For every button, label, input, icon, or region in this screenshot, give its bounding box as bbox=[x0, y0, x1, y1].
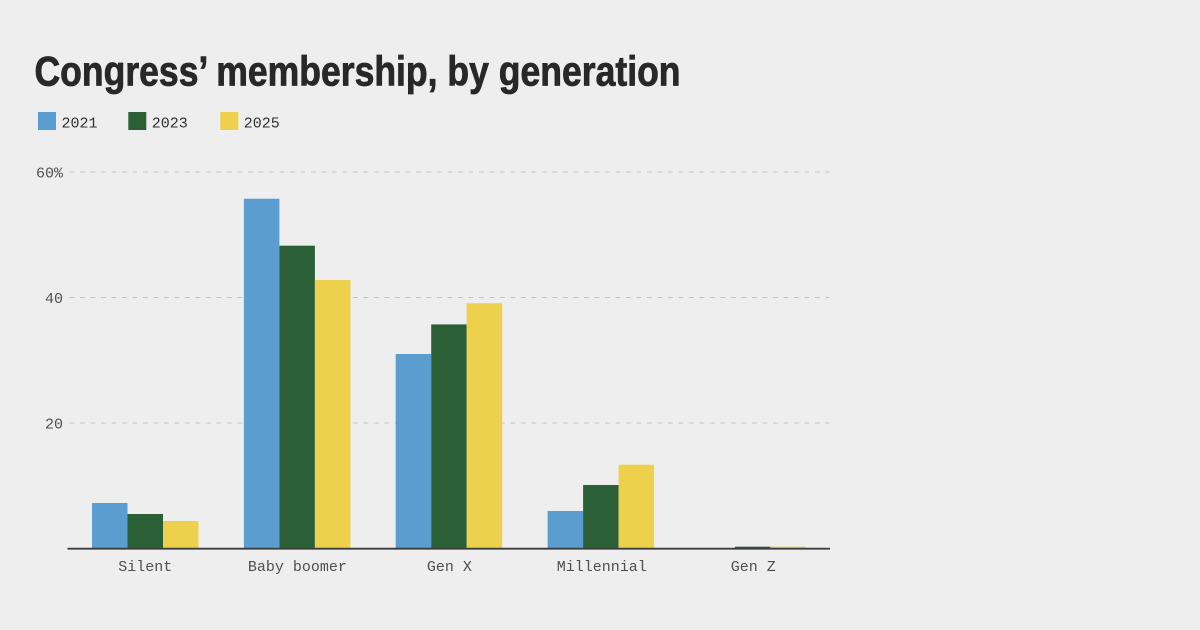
svg-text:Congress’ membership, by gener: Congress’ membership, by generation bbox=[35, 48, 681, 95]
svg-text:Baby boomer: Baby boomer bbox=[248, 559, 347, 576]
svg-text:Millennial: Millennial bbox=[557, 559, 647, 576]
svg-text:Gen X: Gen X bbox=[427, 559, 472, 576]
svg-text:20: 20 bbox=[45, 417, 63, 434]
svg-text:Silent: Silent bbox=[118, 559, 172, 576]
svg-text:60%: 60% bbox=[36, 166, 64, 183]
svg-text:2023: 2023 bbox=[152, 116, 188, 133]
svg-text:40: 40 bbox=[45, 291, 63, 308]
svg-text:2021: 2021 bbox=[62, 116, 98, 133]
svg-text:2025: 2025 bbox=[244, 116, 280, 133]
svg-text:Gen Z: Gen Z bbox=[731, 559, 776, 576]
